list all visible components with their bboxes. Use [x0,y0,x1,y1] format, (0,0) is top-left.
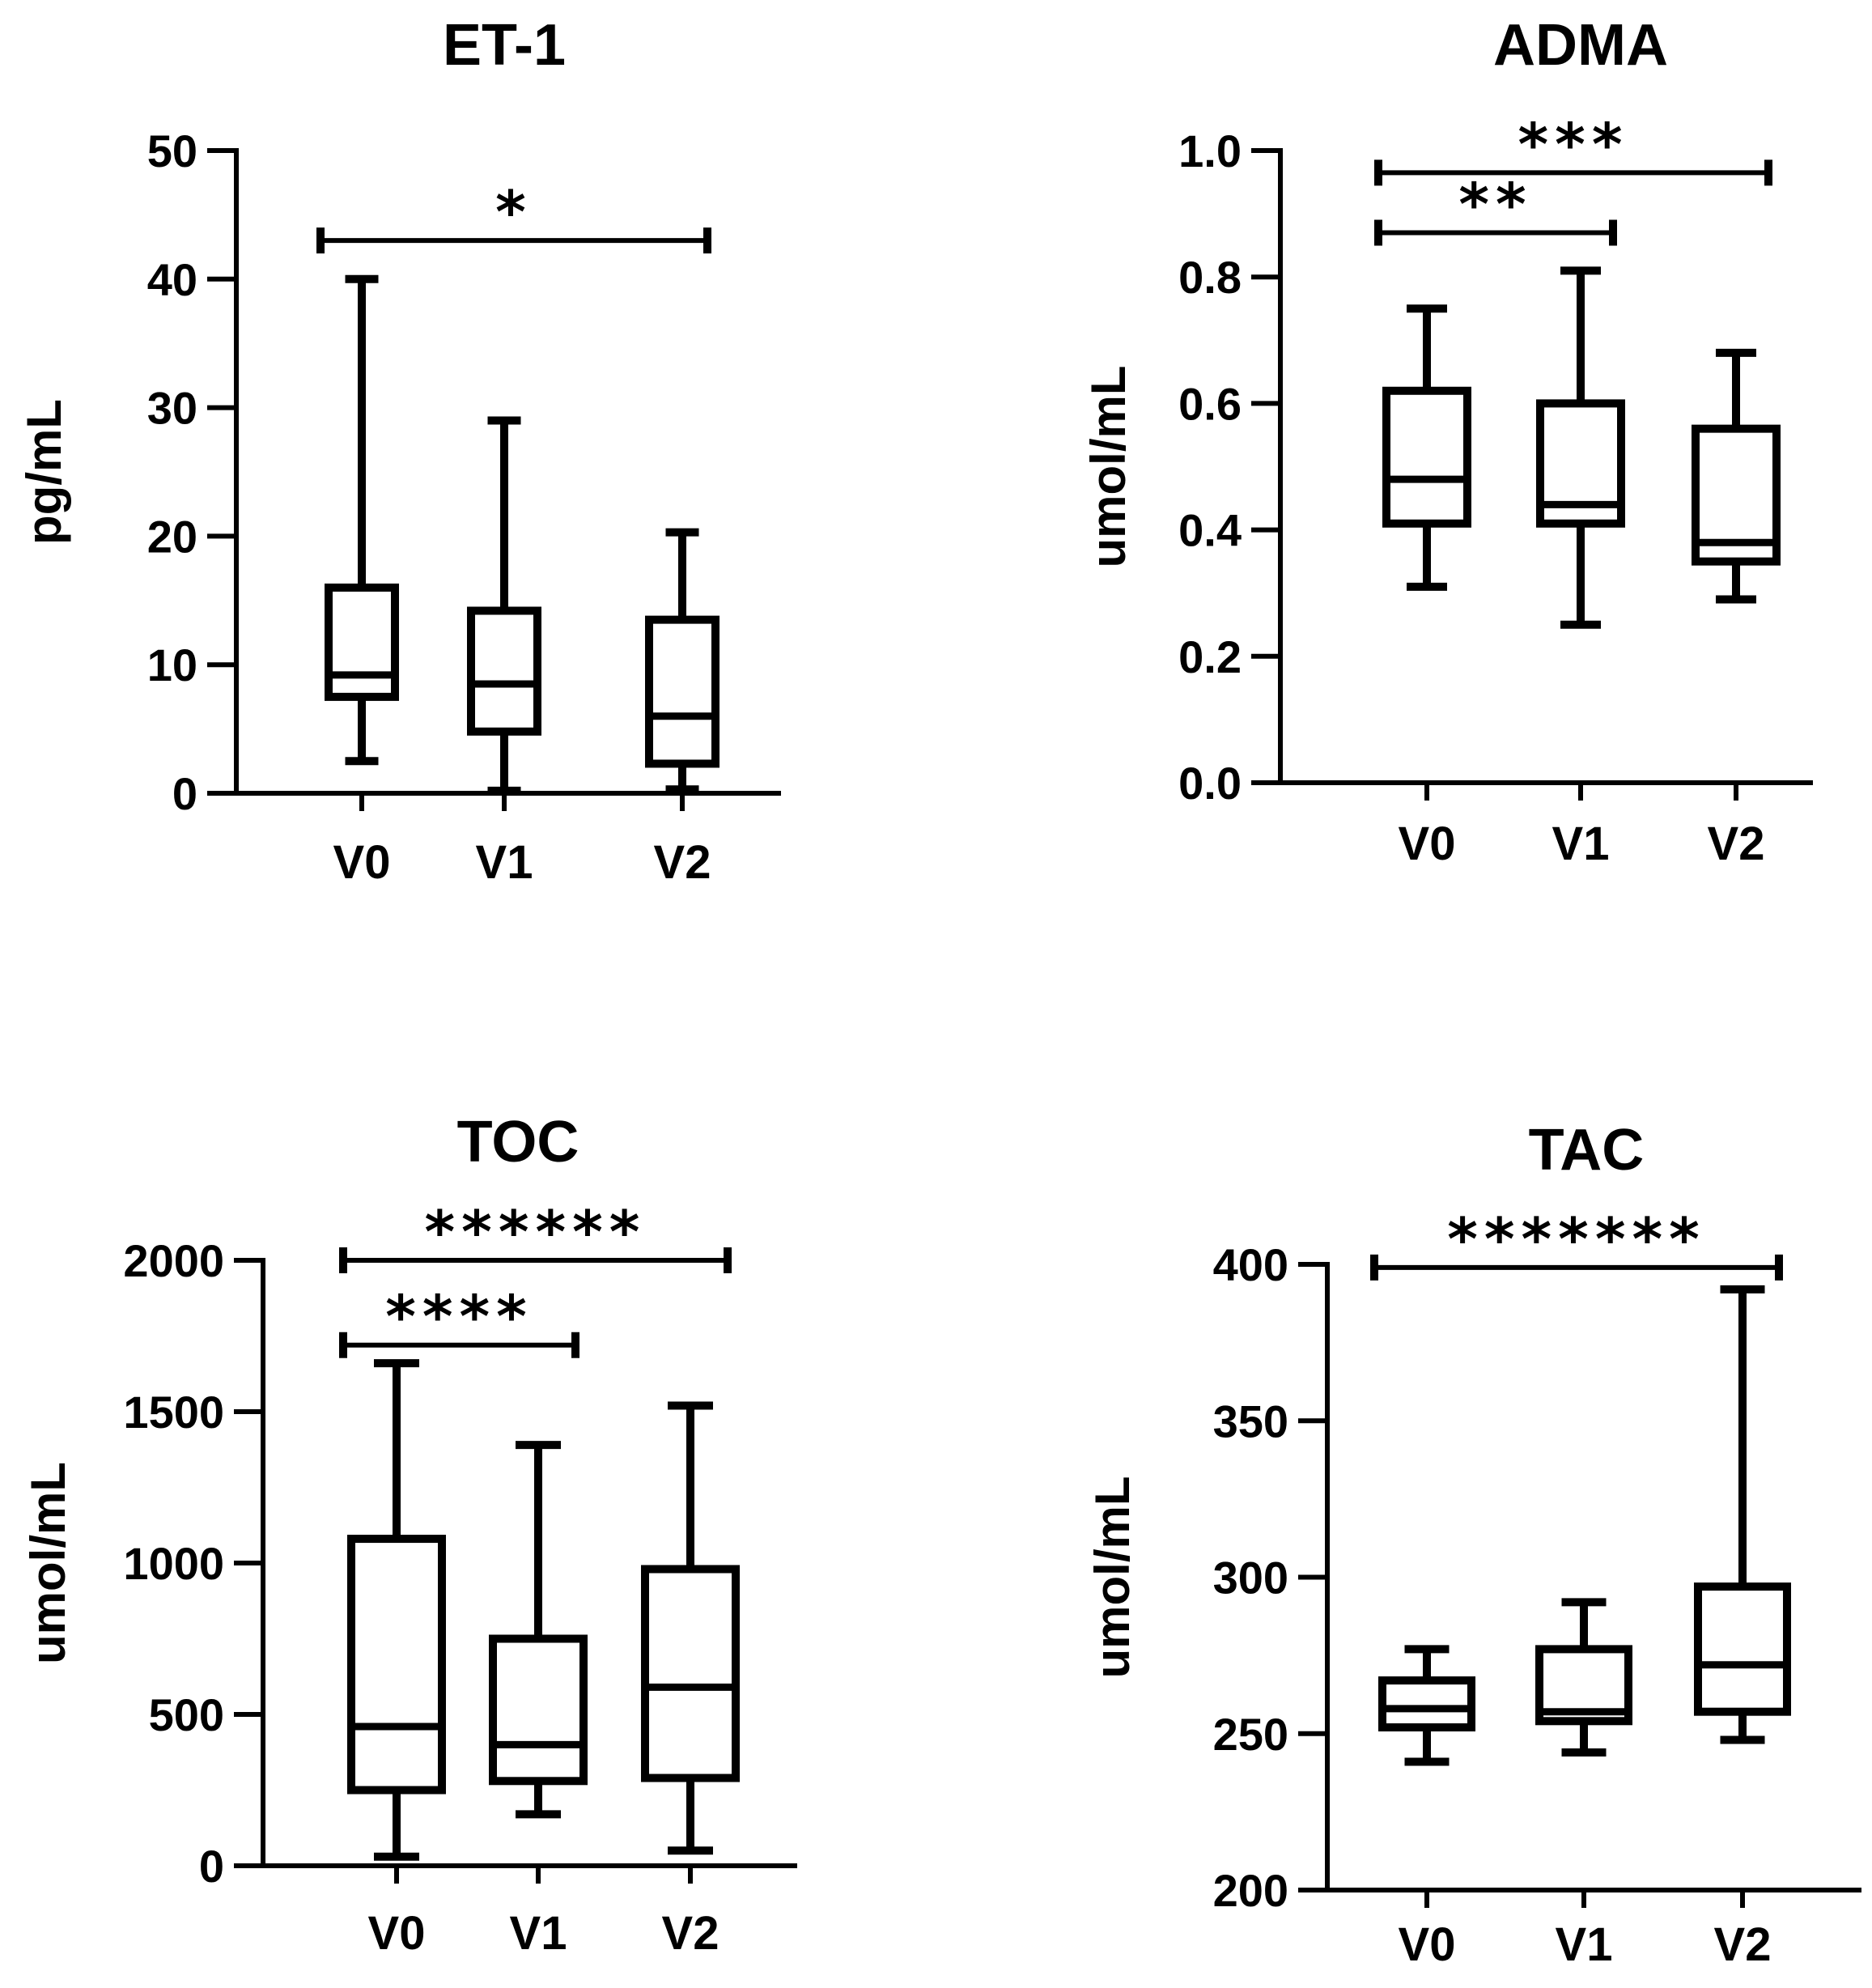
box-iqr [1378,1676,1475,1732]
y-tick-label: 200 [1213,1865,1288,1916]
significance-stars: ** [1458,171,1532,239]
y-tick-label: 30 [147,383,197,434]
significance-stars: **** [385,1283,533,1351]
y-tick-label: 40 [147,254,197,305]
y-tick-label: 500 [149,1689,224,1740]
y-tick-label: 0.8 [1178,252,1242,303]
chart-title: ET-1 [443,13,566,78]
y-tick-label: 0 [172,768,197,819]
significance-stars: ******* [1447,1205,1706,1273]
category-label: V2 [1708,818,1765,870]
category-label: V1 [1556,1918,1613,1971]
category-label: V2 [1714,1918,1772,1971]
box-iqr [1535,1645,1632,1726]
y-tick-label: 1.0 [1178,125,1242,176]
category-label: V1 [510,1907,567,1960]
box-iqr [489,1634,588,1786]
chart-title: TAC [1529,1118,1645,1183]
y-tick-label: 300 [1213,1553,1288,1604]
y-axis-label: pg/mL [17,399,71,545]
panel-adma: ADMA umol/mL 0.0 0.2 0.4 0.6 0.8 1.0 V0 V1 V2 ***** [1081,13,1813,870]
chart-title: ADMA [1493,13,1668,78]
y-tick-label: 1500 [123,1387,224,1438]
category-label: V1 [1552,818,1610,870]
category-label: V0 [333,836,391,889]
y-tick-label: 1000 [123,1538,224,1589]
box-iqr [645,615,720,768]
y-tick-label: 0.2 [1178,631,1242,682]
y-tick-label: 0 [199,1841,224,1892]
category-label: V0 [368,1907,426,1960]
y-axis-label: umol/mL [1085,1476,1140,1679]
y-tick-label: 20 [147,511,197,562]
box-iqr [325,583,399,701]
y-tick-label: 250 [1213,1709,1288,1760]
y-tick-label: 400 [1213,1239,1288,1290]
y-axis-label: umol/mL [1081,366,1136,568]
box-iqr [1692,424,1781,566]
significance-stars: *** [1518,110,1629,178]
box-iqr [347,1535,446,1795]
box-iqr [1536,399,1625,528]
y-tick-label: 0.0 [1178,758,1242,809]
panel-tac: TAC umol/mL 200 250 300 350 400 V0 V1 V2 ******* [1085,1118,1861,1971]
significance-stars: * [495,178,533,246]
y-tick-label: 50 [147,125,197,176]
significance-stars: ****** [425,1198,647,1266]
box-iqr [1694,1582,1791,1716]
box-iqr [641,1565,740,1782]
chart-title: TOC [457,1110,579,1175]
y-tick-label: 2000 [123,1235,224,1286]
y-tick-label: 350 [1213,1395,1288,1446]
panel-et1: ET-1 pg/mL 0 10 20 30 40 50 V0 V1 V2 * [17,13,781,889]
category-label: V0 [1399,1918,1456,1971]
y-tick-label: 0.6 [1178,378,1242,429]
y-axis-label: umol/mL [21,1462,75,1664]
box-iqr [1382,386,1471,528]
category-label: V2 [654,836,711,889]
category-label: V1 [476,836,533,889]
category-label: V0 [1399,818,1456,870]
category-label: V2 [662,1907,720,1960]
box-iqr [467,606,541,736]
y-tick-label: 0.4 [1178,505,1242,556]
y-tick-label: 10 [147,639,197,690]
